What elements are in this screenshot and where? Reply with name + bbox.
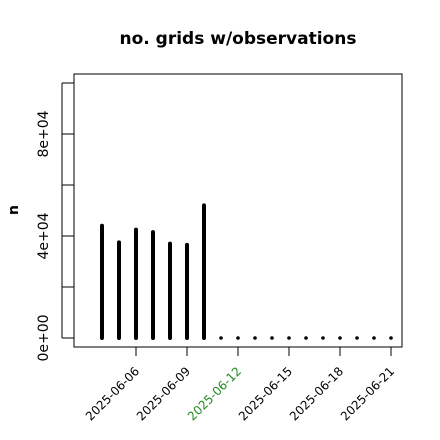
y-axis: 0e+00 4e+04 8e+04 <box>36 82 74 362</box>
y-tick-label: 4e+04 <box>36 212 52 259</box>
bar <box>389 336 393 340</box>
y-axis-label: n <box>6 205 22 215</box>
bar <box>253 336 257 340</box>
x-tick-label: 2025-06-21 <box>338 364 397 423</box>
bars <box>100 203 393 340</box>
x-axis: 2025-06-062025-06-092025-06-122025-06-15… <box>83 346 397 423</box>
bar <box>338 336 342 340</box>
x-tick-label: 2025-06-12 <box>185 364 244 423</box>
bar <box>219 336 223 340</box>
x-tick-label: 2025-06-06 <box>83 364 142 423</box>
bar <box>372 336 376 340</box>
bar <box>287 336 291 340</box>
bar <box>270 336 274 340</box>
bar <box>304 336 308 340</box>
bar <box>236 336 240 340</box>
x-tick-label: 2025-06-18 <box>287 364 346 423</box>
x-tick-label: 2025-06-09 <box>134 364 193 423</box>
chart-title: no. grids w/observations <box>120 29 357 49</box>
plot-box <box>73 73 403 348</box>
x-tick-label: 2025-06-15 <box>236 364 295 423</box>
y-tick-label: 8e+04 <box>36 110 52 157</box>
bar <box>355 336 359 340</box>
y-tick-label: 0e+00 <box>36 314 52 361</box>
bar <box>321 336 325 340</box>
